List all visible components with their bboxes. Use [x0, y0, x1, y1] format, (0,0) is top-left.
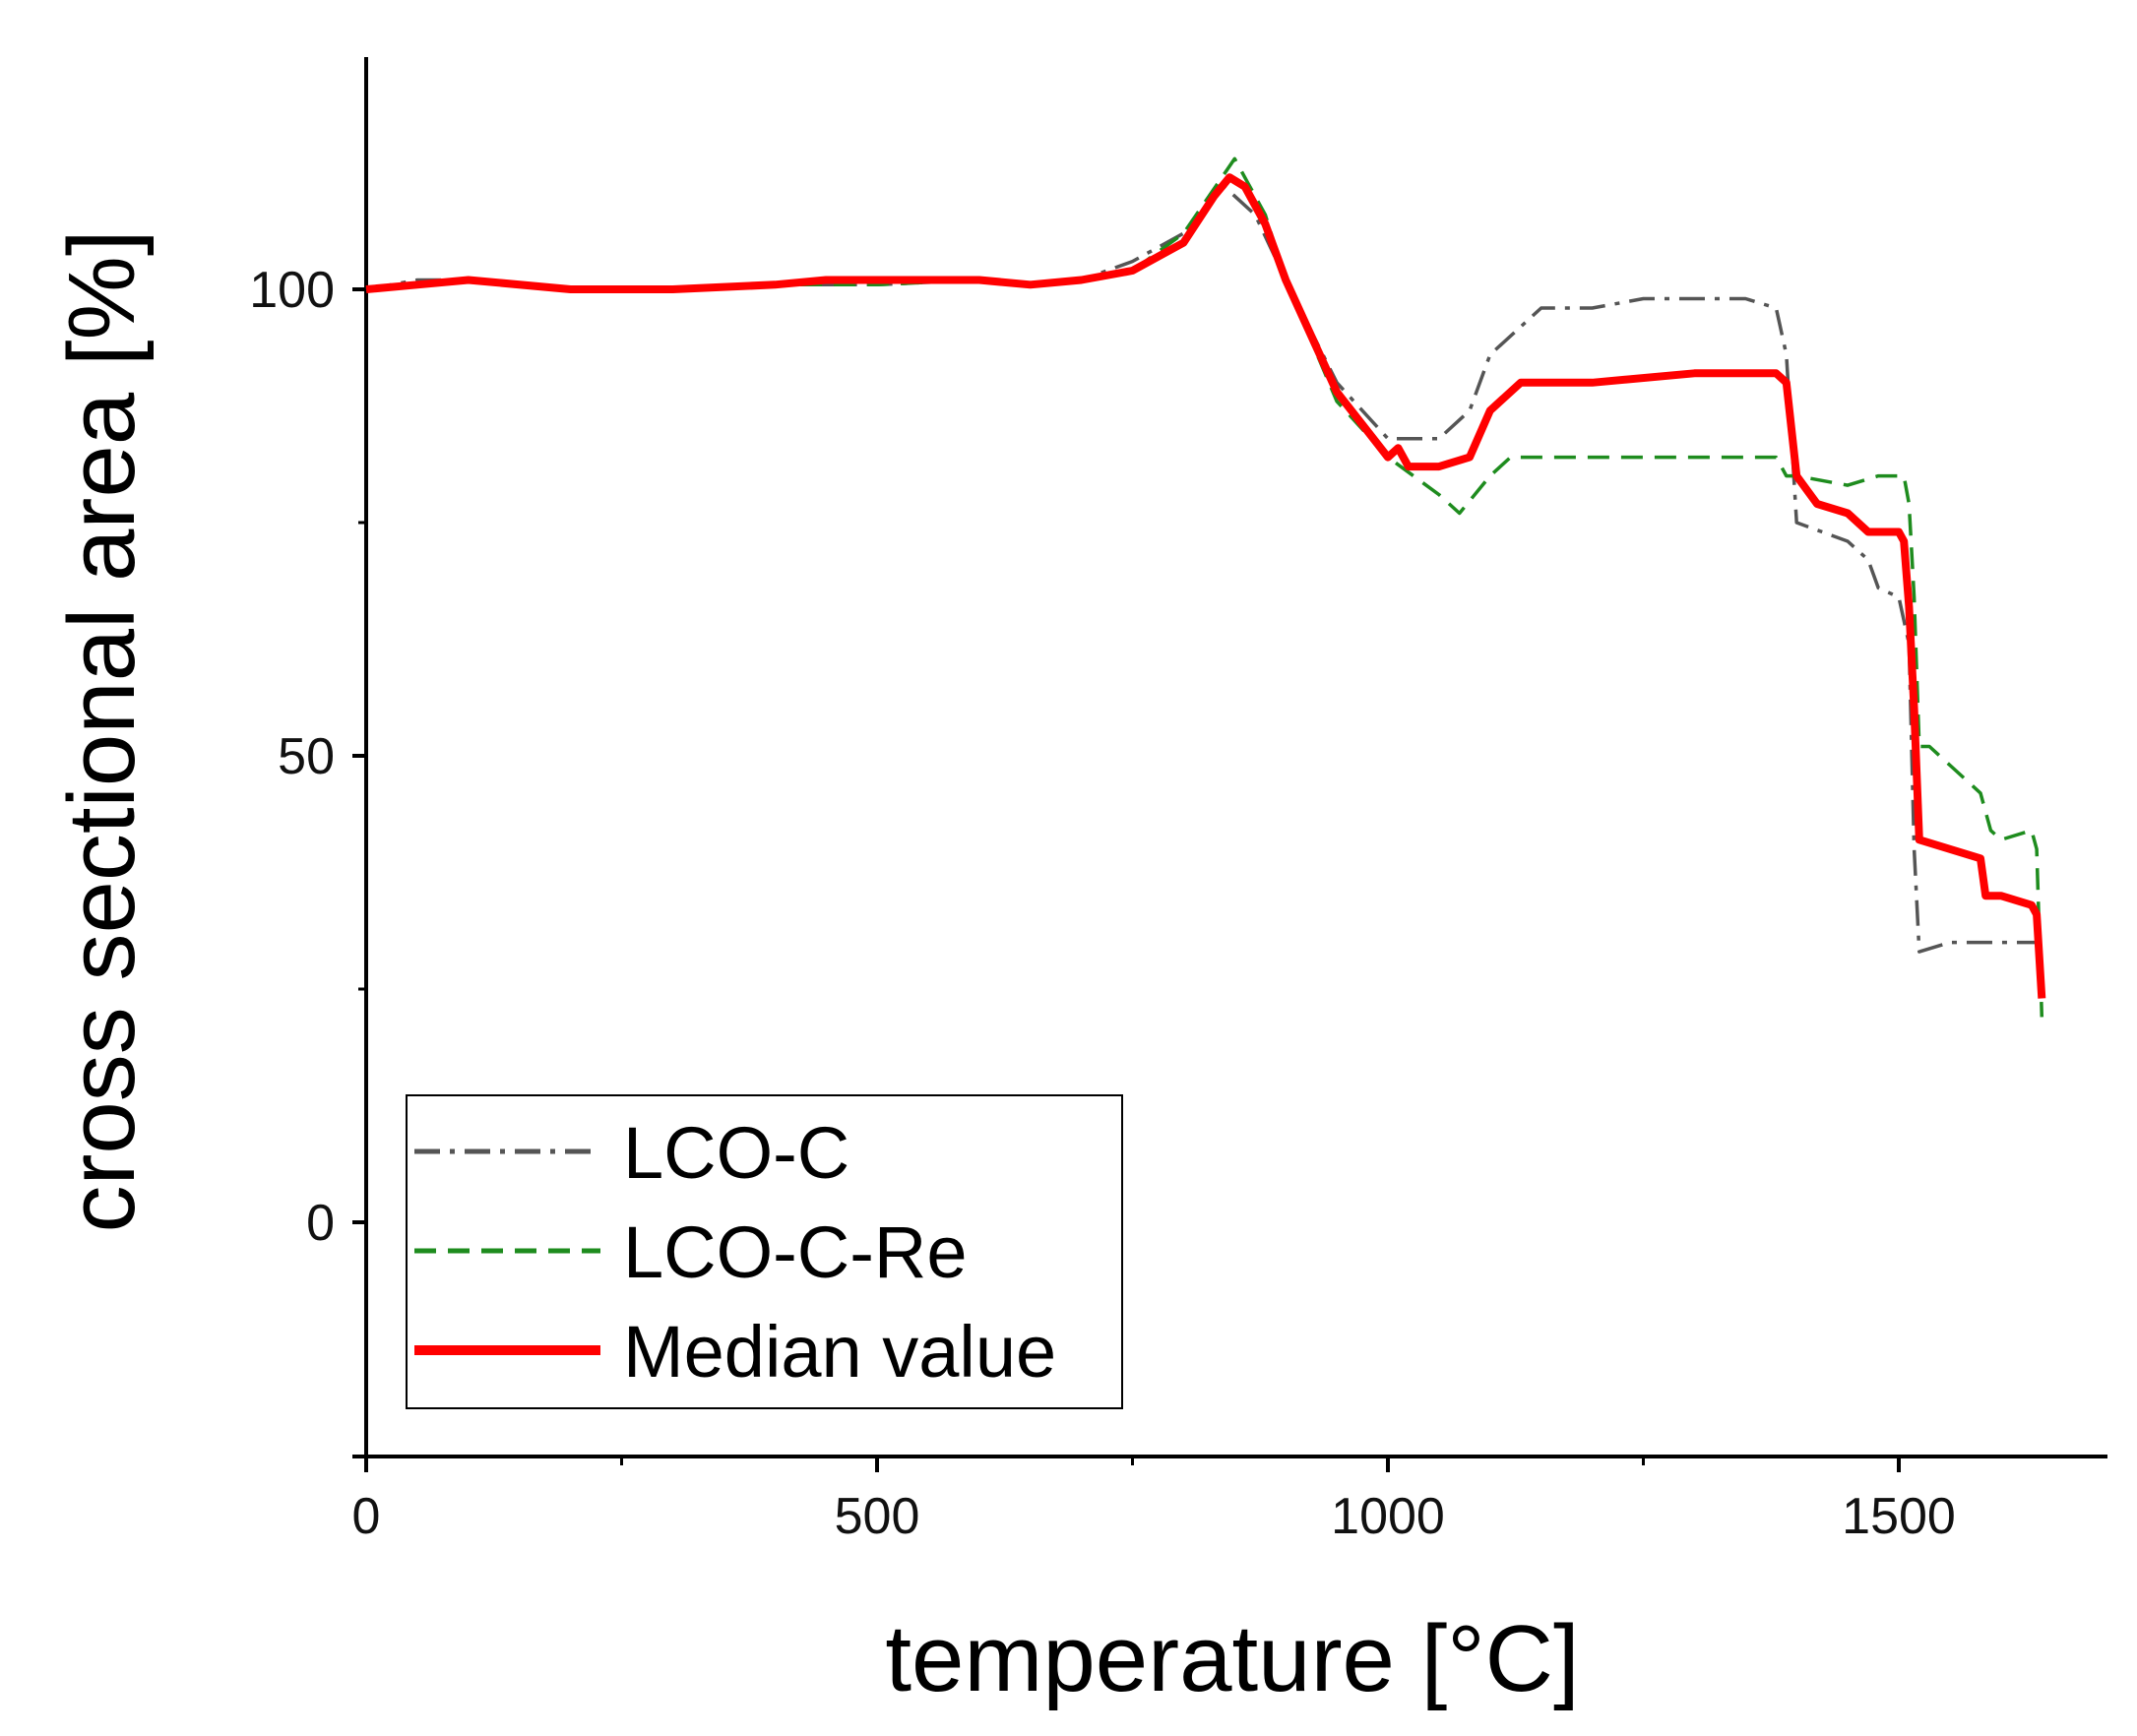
x-tick-label: 0 [352, 1488, 381, 1545]
x-ticks: 0 500 1000 1500 [352, 1457, 1956, 1545]
y-ticks: 0 50 100 [249, 262, 366, 1252]
series-line-median-value [365, 173, 2046, 999]
series-layer [365, 156, 2046, 1018]
y-axis: 0 50 100 [249, 57, 368, 1457]
legend-label-lco-c: LCO-C [623, 1112, 849, 1194]
x-axis: 0 500 1000 1500 [352, 1455, 2107, 1545]
y-axis-title: cross sectional area [%] [49, 229, 155, 1232]
series-line-lco-c [365, 184, 2043, 954]
y-tick-label: 50 [278, 728, 335, 785]
x-tick-label: 1500 [1842, 1488, 1956, 1545]
x-axis-title: temperature [°C] [885, 1606, 1579, 1711]
y-tick-label: 100 [249, 262, 335, 319]
x-tick-label: 1000 [1331, 1488, 1445, 1545]
y-tick-label: 0 [306, 1195, 335, 1252]
x-tick-label: 500 [835, 1488, 920, 1545]
legend-label-median-value: Median value [623, 1311, 1056, 1393]
legend: LCO-C LCO-C-Re Median value [406, 1094, 1123, 1409]
legend-label-lco-c-re: LCO-C-Re [623, 1211, 967, 1293]
